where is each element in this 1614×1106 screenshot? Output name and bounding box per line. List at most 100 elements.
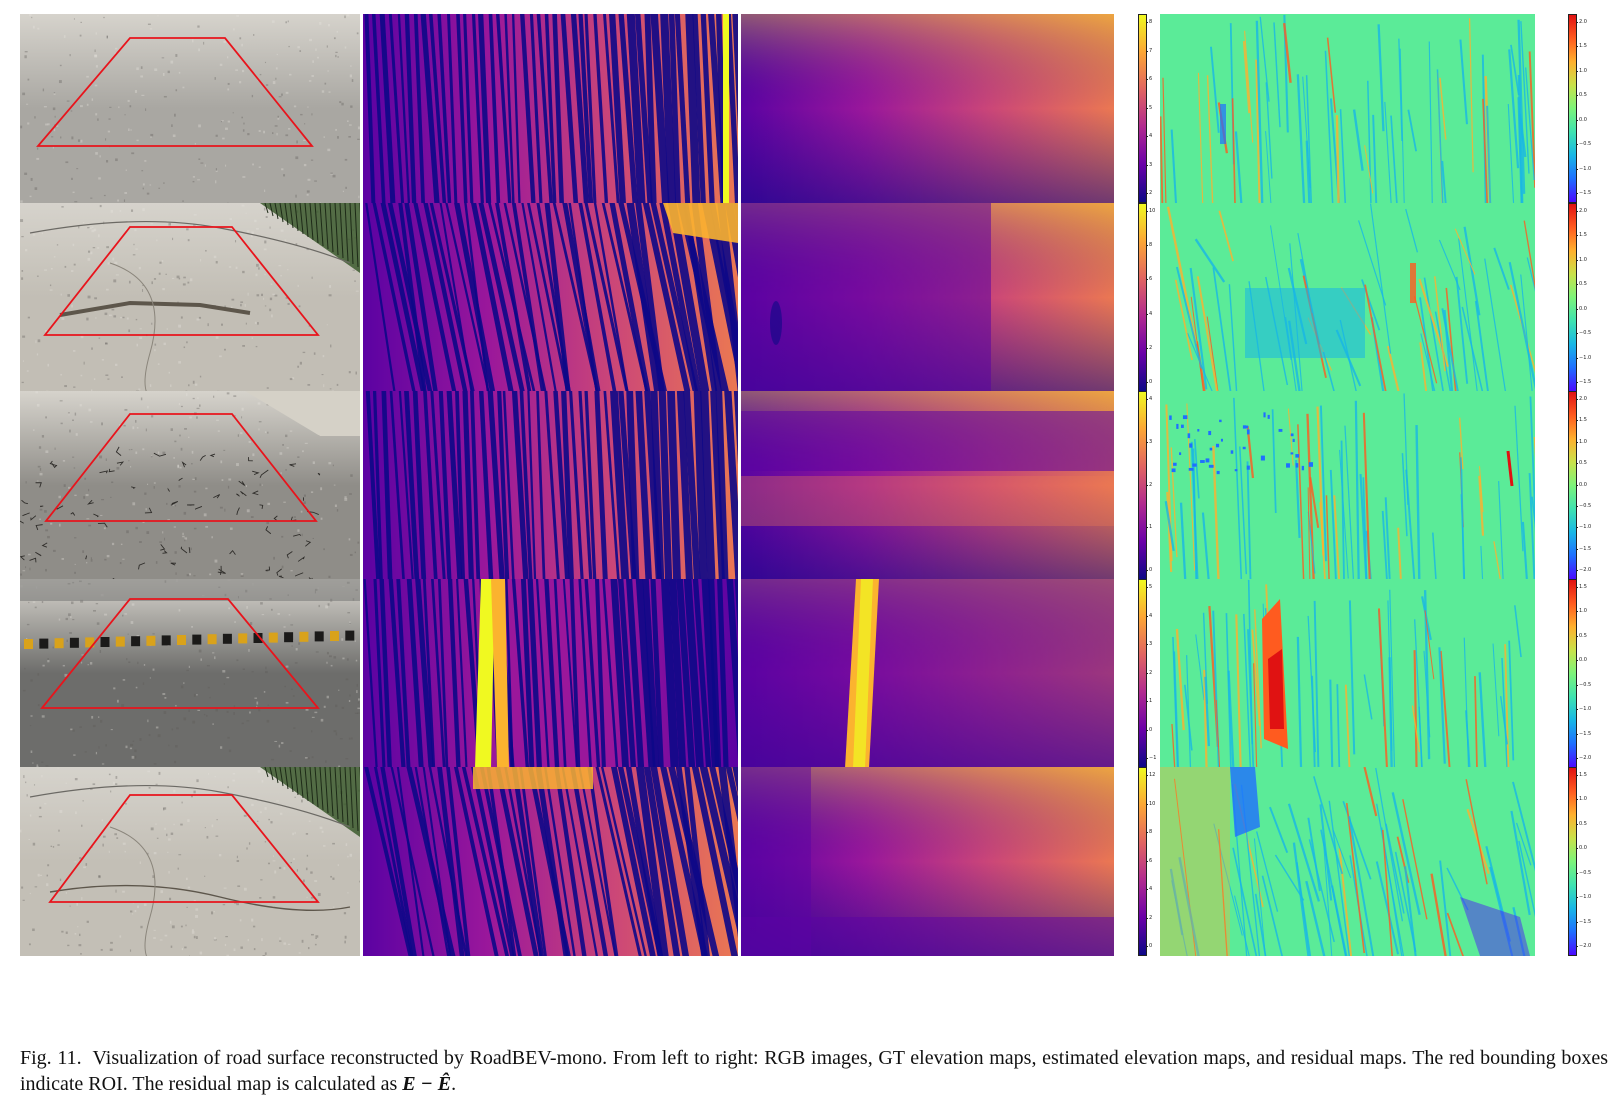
gt-elevation-map <box>363 391 738 580</box>
residual-colorbar-tick: 2.0 <box>1576 19 1587 25</box>
elevation-colorbar-tick: 3 <box>1145 161 1153 168</box>
residual-colorbar-tick: −1.5 <box>1575 918 1592 925</box>
elevation-colorbar-gradient <box>1138 14 1147 203</box>
estimated-elevation-map <box>741 579 1114 768</box>
gt-elevation-map <box>363 767 738 956</box>
elevation-colorbar-gradient <box>1138 767 1147 956</box>
elevation-colorbar-tick: 4 <box>1145 612 1153 619</box>
residual-colorbar-tick: 0.5 <box>1576 281 1587 288</box>
residual-colorbar-tick: −1.5 <box>1575 545 1592 552</box>
elevation-colorbar-tick: 10 <box>1145 208 1156 214</box>
residual-colorbar-gradient <box>1568 579 1577 768</box>
residual-colorbar-tick: −1.5 <box>1575 379 1592 385</box>
residual-colorbar-tick: −1.0 <box>1575 165 1592 172</box>
elevation-colorbar-tick: 8 <box>1145 829 1153 835</box>
figure-row-2: 10 8 6 4 2 0 2.0 1.5 1.0 0.5 0.0 −0.5 −1.0 −1.5 <box>0 203 1614 392</box>
elevation-colorbar-tick: 2 <box>1145 481 1153 488</box>
caption-formula: E − Ê <box>402 1073 452 1095</box>
residual-colorbar-tick: 0.5 <box>1576 820 1587 827</box>
residual-colorbar: 1.5 1.0 0.5 0.0 −0.5 −1.0 −1.5 −2.0 <box>1550 579 1602 768</box>
elevation-colorbar: 12 10 8 6 4 2 0 <box>1120 767 1172 956</box>
rgb-image <box>20 391 360 580</box>
elevation-colorbar-gradient <box>1138 391 1147 580</box>
residual-map <box>1160 203 1535 392</box>
elevation-colorbar-tick: 1 <box>1145 698 1153 704</box>
elevation-colorbar: 4 3 2 1 0 <box>1120 391 1172 580</box>
figure-caption: Fig. 11. Visualization of road surface r… <box>20 1045 1608 1097</box>
elevation-colorbar-tick: 10 <box>1145 800 1156 807</box>
elevation-colorbar-tick: 3 <box>1145 641 1153 647</box>
residual-colorbar-tick: 0.0 <box>1576 305 1587 312</box>
elevation-colorbar-tick: 4 <box>1145 886 1153 892</box>
residual-colorbar-tick: −0.5 <box>1575 502 1592 509</box>
estimated-elevation-map <box>741 767 1114 956</box>
residual-colorbar: 1.5 1.0 0.5 0.0 −0.5 −1.0 −1.5 −2.0 <box>1550 767 1602 956</box>
caption-prefix: Fig. 11. <box>20 1047 82 1069</box>
rgb-image <box>20 579 360 768</box>
elevation-colorbar-tick: 1 <box>1145 524 1153 531</box>
residual-colorbar-tick: −1.5 <box>1575 730 1592 737</box>
residual-colorbar-tick: 1.5 <box>1576 772 1587 778</box>
elevation-colorbar-tick: 0 <box>1145 943 1153 949</box>
residual-colorbar-tick: −1.0 <box>1575 524 1592 531</box>
elevation-colorbar: 8 7 6 5 4 3 2 <box>1120 14 1172 203</box>
residual-colorbar-tick: 2.0 <box>1576 396 1587 402</box>
residual-colorbar-tick: −1.0 <box>1575 354 1592 361</box>
elevation-colorbar-tick: 0 <box>1145 567 1153 573</box>
residual-colorbar-tick: −0.5 <box>1575 330 1592 337</box>
residual-colorbar-tick: 1.0 <box>1576 608 1587 615</box>
residual-colorbar-tick: 0.0 <box>1576 657 1587 664</box>
residual-colorbar-gradient <box>1568 391 1577 580</box>
residual-colorbar-tick: 1.0 <box>1576 256 1587 263</box>
residual-colorbar-tick: −1.5 <box>1575 190 1592 196</box>
rgb-image <box>20 203 360 392</box>
estimated-elevation-map <box>741 203 1114 392</box>
residual-colorbar-tick: 1.0 <box>1576 796 1587 803</box>
residual-colorbar-tick: 1.5 <box>1576 584 1587 590</box>
residual-colorbar-tick: −0.5 <box>1575 681 1592 688</box>
gt-elevation-map <box>363 579 738 768</box>
rgb-image <box>20 767 360 956</box>
residual-colorbar-tick: −0.5 <box>1575 141 1592 148</box>
residual-colorbar-tick: 0.0 <box>1576 116 1587 123</box>
elevation-colorbar-tick: 8 <box>1145 19 1153 25</box>
elevation-colorbar-tick: 12 <box>1145 772 1156 778</box>
residual-colorbar-tick: 1.5 <box>1576 417 1587 424</box>
residual-colorbar: 2.0 1.5 1.0 0.5 0.0 −0.5 −1.0 −1.5 −2.0 <box>1550 391 1602 580</box>
elevation-colorbar-tick: 5 <box>1145 104 1153 111</box>
figure-row-5: 12 10 8 6 4 2 0 1.5 1.0 0.5 0.0 −0.5 −1.0 −1.5 −2.0 <box>0 767 1614 956</box>
elevation-colorbar: 10 8 6 4 2 0 <box>1120 203 1172 392</box>
caption-suffix: . <box>451 1073 457 1095</box>
residual-colorbar-tick: 2.0 <box>1576 208 1587 214</box>
residual-map <box>1160 391 1535 580</box>
elevation-colorbar-tick: 8 <box>1145 242 1153 249</box>
figure-row-1: 8 7 6 5 4 3 2 2.0 1.5 1.0 0.5 0.0 −0.5 −1.0 −1.5 <box>0 14 1614 203</box>
residual-map <box>1160 767 1535 956</box>
residual-colorbar-tick: −1.0 <box>1575 894 1592 901</box>
residual-colorbar-tick: −0.5 <box>1575 869 1592 876</box>
residual-colorbar-gradient <box>1568 767 1577 956</box>
elevation-colorbar-gradient <box>1138 579 1147 768</box>
gt-elevation-map <box>363 203 738 392</box>
residual-colorbar-tick: 1.5 <box>1576 43 1587 50</box>
rgb-image <box>20 14 360 203</box>
elevation-colorbar-tick: 2 <box>1145 190 1153 196</box>
residual-colorbar-tick: 0.5 <box>1576 632 1587 639</box>
residual-colorbar-tick: −2.0 <box>1575 943 1592 949</box>
elevation-colorbar-tick: 5 <box>1145 584 1153 590</box>
elevation-colorbar-tick: 4 <box>1145 396 1153 402</box>
caption-text: Visualization of road surface reconstruc… <box>20 1047 1609 1095</box>
residual-colorbar-tick: 0.5 <box>1576 92 1587 99</box>
residual-colorbar-tick: 0.0 <box>1576 481 1587 488</box>
elevation-colorbar-tick: 2 <box>1145 344 1153 351</box>
gt-elevation-map <box>363 14 738 203</box>
residual-colorbar-tick: −1.0 <box>1575 706 1592 713</box>
elevation-colorbar-tick: 4 <box>1145 310 1153 317</box>
estimated-elevation-map <box>741 14 1114 203</box>
elevation-colorbar-tick: −1 <box>1145 755 1157 761</box>
residual-colorbar-gradient <box>1568 203 1577 392</box>
figure-11: 8 7 6 5 4 3 2 2.0 1.5 1.0 0.5 0.0 −0.5 −1.0 −1.5 10 8 6 4 2… <box>0 14 1614 956</box>
elevation-colorbar-tick: 0 <box>1145 379 1153 385</box>
residual-colorbar-tick: 1.0 <box>1576 67 1587 74</box>
elevation-colorbar-tick: 7 <box>1145 47 1153 54</box>
